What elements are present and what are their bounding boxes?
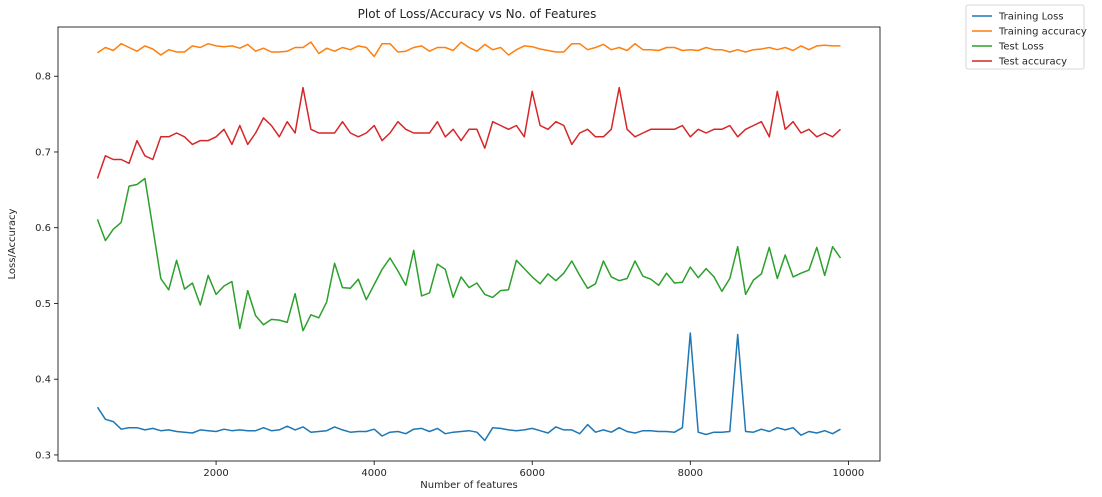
- series-line-test-loss: [96, 177, 842, 332]
- x-tick-label: 8000: [678, 468, 703, 479]
- x-tick-label: 10000: [832, 468, 864, 479]
- legend-entry: Training accuracy: [998, 27, 1087, 38]
- x-tick-label: 6000: [520, 468, 545, 479]
- legend: Training Loss Training accuracy Test Loss T…: [965, 4, 1087, 70]
- plot-area: [57, 26, 881, 462]
- y-axis-label: Loss/Accuracy: [7, 208, 18, 279]
- legend-entry: Training Loss: [998, 12, 1064, 23]
- series-line-training-loss: [96, 332, 841, 442]
- x-tick-label: 2000: [203, 468, 228, 479]
- y-tick-label: 0.5: [35, 299, 51, 310]
- series-layer: [96, 41, 842, 442]
- x-axis-label: Number of features: [420, 480, 517, 491]
- legend-entry: Test accuracy: [998, 57, 1067, 68]
- legend-frame: [965, 4, 1085, 70]
- y-tick-label: 0.6: [35, 223, 51, 234]
- y-tick-label: 0.3: [35, 450, 51, 461]
- series-line-test-accuracy: [96, 86, 842, 179]
- y-tick-label: 0.4: [35, 375, 51, 386]
- y-tick-label: 0.8: [35, 72, 51, 83]
- y-tick-label: 0.7: [35, 147, 51, 158]
- x-tick-label: 4000: [361, 468, 386, 479]
- legend-entry: Test Loss: [998, 42, 1044, 53]
- x-axis: 2000 4000 6000 8000 10000: [203, 461, 864, 479]
- chart-title: Plot of Loss/Accuracy vs No. of Features: [358, 7, 597, 21]
- series-line-training-accuracy: [97, 41, 841, 58]
- y-axis: 0.3 0.4 0.5 0.6 0.7 0.8: [35, 72, 58, 461]
